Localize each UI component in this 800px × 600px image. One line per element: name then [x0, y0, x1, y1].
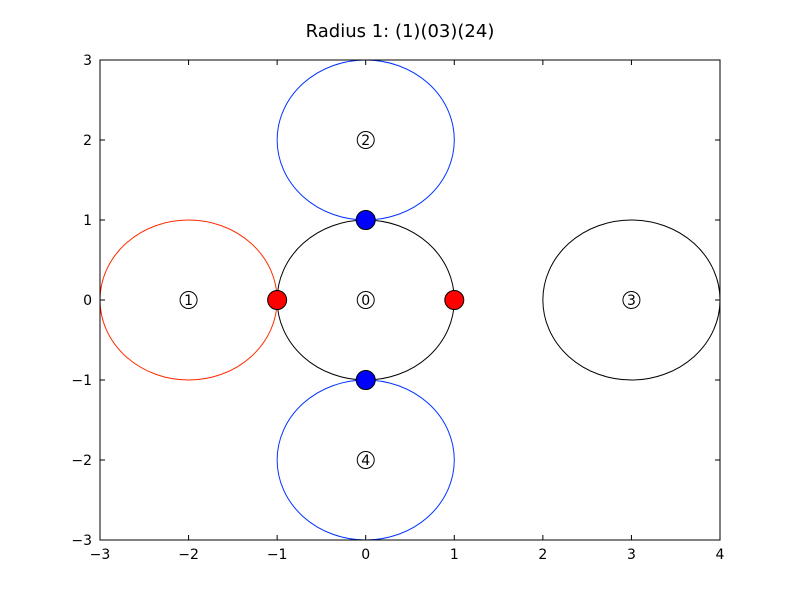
y-tick-label-4: 1	[83, 213, 92, 229]
circle-label-1: 1	[184, 293, 193, 309]
circle-label-ring-2	[356, 131, 375, 149]
x-tick-label-2: −1	[267, 547, 288, 563]
y-tick-label-6: 3	[83, 53, 92, 69]
point-1	[444, 290, 465, 310]
y-tick-label-1: −2	[71, 453, 92, 469]
x-tick-label-4: 1	[450, 547, 459, 563]
chart-title: Radius 1: (1)(03)(24)	[306, 21, 495, 42]
x-tick-label-3: 0	[361, 547, 370, 563]
y-tick-label-2: −1	[71, 373, 92, 389]
circle-3	[542, 219, 720, 381]
x-tick-label-0: −3	[90, 547, 111, 563]
circle-label-ring-1	[179, 291, 198, 309]
x-tick-label-7: 4	[716, 547, 725, 563]
circle-label-ring-4	[356, 451, 375, 469]
circle-label-0: 0	[361, 293, 370, 309]
point-2	[355, 210, 376, 230]
circle-label-ring-0	[356, 291, 375, 309]
circle-label-2: 2	[361, 133, 370, 149]
circle-label-4: 4	[361, 453, 370, 469]
circle-label-3: 3	[627, 293, 636, 309]
x-tick-label-5: 2	[538, 547, 547, 563]
x-tick-label-1: −2	[178, 547, 199, 563]
y-tick-label-0: −3	[71, 533, 92, 549]
plot-area: 0 1 2 3 4 −3 −2 −1 0 1 2 3 4 −3 −2 −1 0 1 2 3	[71, 53, 724, 563]
y-tick-label-3: 0	[83, 293, 92, 309]
circle-label-ring-3	[622, 291, 641, 309]
x-tick-label-6: 3	[627, 547, 636, 563]
point-3	[355, 370, 376, 390]
point-0	[267, 290, 288, 310]
y-tick-label-5: 2	[83, 133, 92, 149]
